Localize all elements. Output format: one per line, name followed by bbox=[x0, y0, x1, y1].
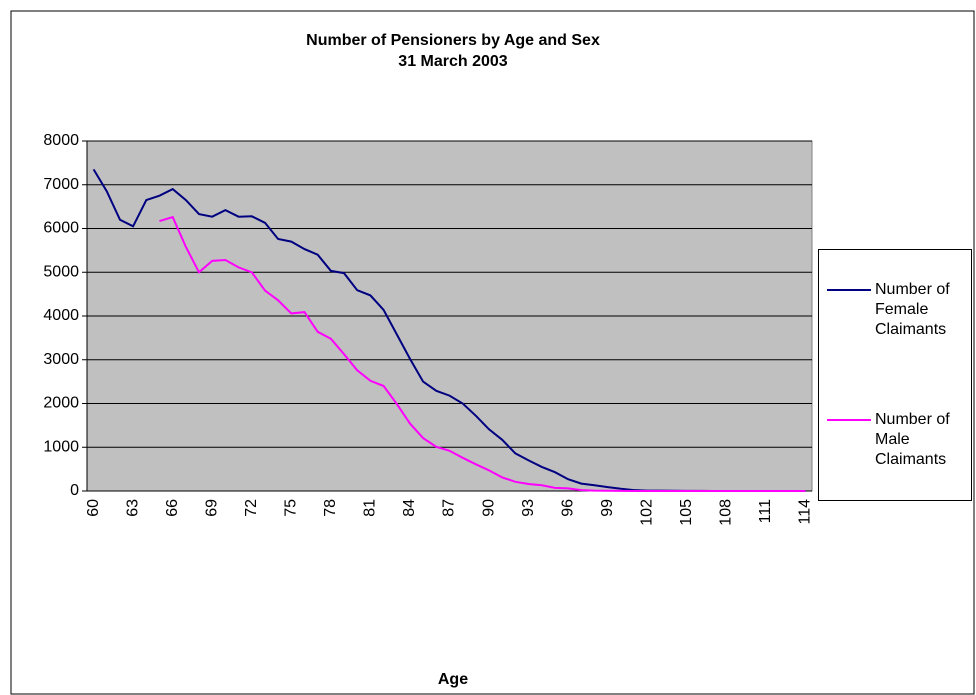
y-tick-label: 8000 bbox=[43, 132, 79, 149]
chart-title: Number of Pensioners by Age and Sex bbox=[306, 32, 600, 49]
y-tick-label: 0 bbox=[70, 482, 79, 499]
chart-subtitle: 31 March 2003 bbox=[398, 53, 508, 70]
x-tick-label: 60 bbox=[85, 499, 102, 517]
x-tick-label: 102 bbox=[638, 499, 655, 526]
x-tick-label: 87 bbox=[441, 499, 458, 517]
legend-entry: Number of Male Claimants bbox=[827, 410, 967, 470]
y-tick-label: 5000 bbox=[43, 263, 79, 280]
y-tick-label: 7000 bbox=[43, 176, 79, 193]
x-tick-label: 75 bbox=[283, 499, 300, 517]
x-tick-label: 81 bbox=[362, 499, 379, 517]
x-axis-label: Age bbox=[438, 671, 468, 688]
y-tick-label: 6000 bbox=[43, 220, 79, 237]
x-tick-label: 108 bbox=[718, 499, 735, 526]
x-tick-label: 111 bbox=[757, 499, 774, 523]
x-tick-label: 78 bbox=[322, 499, 339, 517]
y-tick-label: 3000 bbox=[43, 351, 79, 368]
legend-entry: Number of Female Claimants bbox=[827, 280, 967, 340]
legend-swatch bbox=[827, 419, 871, 421]
y-tick-label: 2000 bbox=[43, 395, 79, 412]
x-tick-label: 90 bbox=[480, 499, 497, 517]
x-tick-label: 93 bbox=[520, 499, 537, 517]
x-tick-label: 69 bbox=[203, 499, 220, 517]
x-tick-label: 96 bbox=[559, 499, 576, 517]
legend: Number of Female Claimants Number of Male… bbox=[818, 249, 972, 501]
x-tick-label: 114 bbox=[797, 499, 814, 525]
legend-label: Number of Female Claimants bbox=[875, 281, 950, 338]
x-tick-label: 66 bbox=[164, 499, 181, 517]
x-tick-label: 105 bbox=[678, 499, 695, 526]
x-tick-label: 63 bbox=[124, 499, 141, 517]
legend-label: Number of Male Claimants bbox=[875, 411, 950, 468]
y-tick-label: 1000 bbox=[43, 438, 79, 455]
y-tick-label: 4000 bbox=[43, 307, 79, 324]
x-tick-label: 84 bbox=[401, 499, 418, 517]
series-line bbox=[159, 215, 806, 492]
x-tick-label: 99 bbox=[599, 499, 616, 517]
x-tick-label: 72 bbox=[243, 499, 260, 517]
legend-swatch bbox=[827, 289, 871, 291]
